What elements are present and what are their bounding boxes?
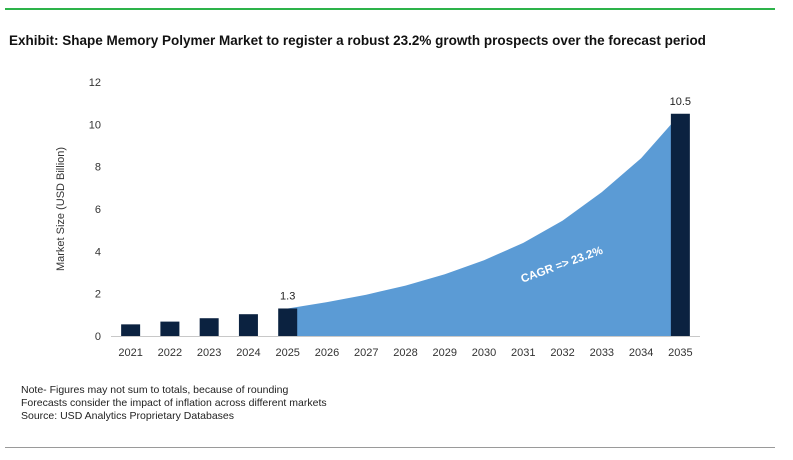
forecast-area <box>287 113 681 336</box>
x-tick-2030: 2030 <box>472 347 496 359</box>
x-tick-2032: 2032 <box>550 347 574 359</box>
x-tick-2031: 2031 <box>511 347 535 359</box>
x-tick-2027: 2027 <box>354 347 378 359</box>
bar-2023 <box>199 318 219 336</box>
y-tick-6: 6 <box>95 204 101 216</box>
y-tick-0: 0 <box>95 331 101 343</box>
note-rounding: Note- Figures may not sum to totals, bec… <box>21 384 289 396</box>
x-tick-2033: 2033 <box>590 347 614 359</box>
market-size-chart: 1.3 10.5 2021 2022 2023 2024 2025 2026 2027 2028 2… <box>55 77 700 359</box>
note-source: Source: USD Analytics Proprietary Databa… <box>21 410 235 422</box>
exhibit-title: Exhibit: Shape Memory Polymer Market to … <box>9 33 706 48</box>
bottom-rule <box>5 447 775 448</box>
y-tick-4: 4 <box>95 246 101 258</box>
bar-2025 <box>278 308 298 336</box>
y-tick-8: 8 <box>95 162 101 174</box>
x-tick-2022: 2022 <box>158 347 182 359</box>
y-tick-2: 2 <box>95 289 101 301</box>
bar-2021 <box>121 324 141 336</box>
x-tick-2024: 2024 <box>236 347 260 359</box>
data-label-2025: 1.3 <box>280 290 295 302</box>
bar-2024 <box>238 314 258 336</box>
data-label-2035: 10.5 <box>670 96 691 108</box>
x-tick-2035: 2035 <box>668 347 692 359</box>
x-tick-2021: 2021 <box>118 347 142 359</box>
x-tick-2029: 2029 <box>433 347 457 359</box>
y-tick-10: 10 <box>89 119 101 131</box>
top-rule <box>5 8 775 10</box>
x-tick-2026: 2026 <box>315 347 339 359</box>
x-tick-2025: 2025 <box>275 347 299 359</box>
y-tick-12: 12 <box>89 77 101 89</box>
bar-2035 <box>670 113 690 336</box>
x-tick-2028: 2028 <box>393 347 417 359</box>
x-tick-2034: 2034 <box>629 347 653 359</box>
y-axis-title: Market Size (USD Billion) <box>55 147 67 271</box>
note-inflation: Forecasts consider the impact of inflati… <box>21 397 327 409</box>
chart-notes: Note- Figures may not sum to totals, bec… <box>21 384 327 423</box>
bar-2022 <box>160 321 180 336</box>
x-tick-2023: 2023 <box>197 347 221 359</box>
